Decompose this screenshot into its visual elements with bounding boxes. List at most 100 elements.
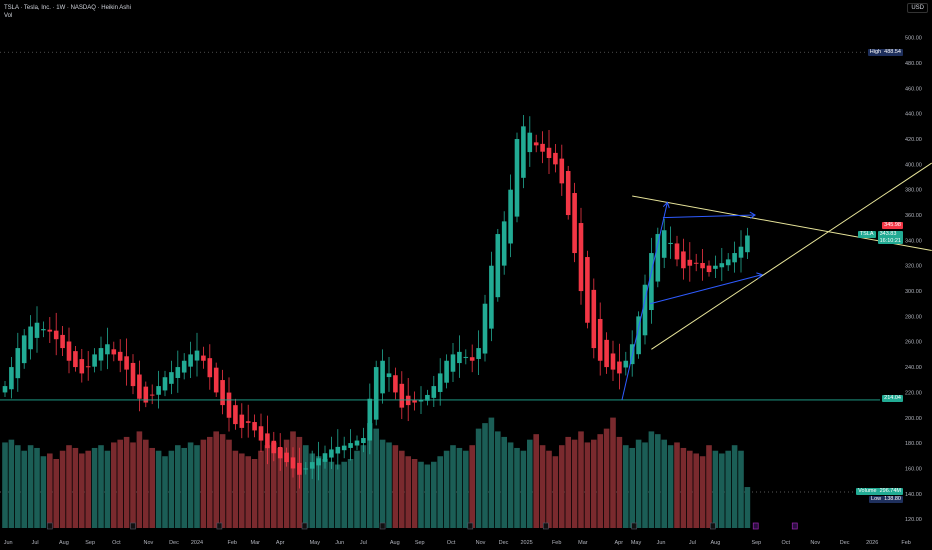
y-tick-label: 160.00 [905,466,922,472]
x-tick-label: Oct [112,540,121,546]
volume-bar [360,445,367,528]
volume-bar [271,442,277,528]
support-price-label: 214.04 [882,395,903,402]
volume-bar [559,445,565,528]
candle-up [169,372,174,384]
volume-bar [21,450,27,528]
candle-up [348,443,353,448]
candle-up [623,360,629,368]
volume-bar [648,431,655,528]
candle-down [226,392,232,418]
volume-bar [123,436,130,528]
volume-bar [399,450,405,528]
candle-down [124,356,129,370]
volume-bar [469,445,475,528]
candle-down [393,375,398,393]
candle-down [149,394,155,396]
low-label: Low 138.80 [869,496,903,503]
volume-bar [520,450,527,528]
volume-bar [642,442,648,528]
candle-up [745,235,750,253]
event-marker-icon [752,522,759,530]
arrowhead-icon [756,272,764,280]
volume-bar [706,445,712,528]
volume-bar [591,439,597,528]
x-tick-label: Sep [415,540,425,546]
y-tick-label: 300.00 [905,289,922,295]
candle-up [361,438,366,444]
volume-bar [571,439,578,528]
event-marker-icon [791,522,798,530]
candle-up [437,373,443,392]
y-tick-label: 420.00 [905,137,922,143]
volume-bar [290,431,296,528]
x-tick-label: Jul [360,540,367,546]
volume-bar [72,447,79,528]
triangle-lower-line [651,162,932,350]
candle-up [322,453,328,462]
ticker-label: TSLA [857,231,876,238]
candle-down [53,330,59,340]
volume-bar [149,447,155,528]
volume-bar [130,442,136,528]
y-tick-label: 500.00 [905,36,922,42]
candle-down [201,355,206,361]
volume-bar [85,450,91,528]
x-tick-label: Aug [59,540,69,546]
volume-bar [27,445,34,528]
volume-bar [719,453,725,528]
volume-bar [527,439,533,528]
volume-bar [610,417,616,528]
candle-up [380,360,385,394]
volume-bar [303,445,309,528]
volume-bar [47,453,53,528]
candle-down [111,349,117,355]
candle-up [642,284,648,336]
candle-down [265,433,270,449]
volume-bar [514,447,520,528]
volume-bar [738,450,744,528]
earnings-marker-icon [130,522,136,530]
volume-bar [392,445,399,528]
candle-down [533,142,539,146]
volume-bar [507,442,514,528]
candle-up [41,329,46,331]
volume-bar [450,445,456,528]
volume-bar [680,447,687,528]
volume-bar [578,431,584,528]
earnings-marker-icon [710,522,716,530]
arrowhead-icon [749,211,757,219]
volume-bar [213,431,219,528]
currency-button[interactable]: USD [907,3,928,13]
x-tick-label: Aug [390,540,400,546]
x-tick-label: Sep [85,540,95,546]
volume-bar [59,450,66,528]
candle-down [207,358,213,378]
volume-indicator-label[interactable]: Vol [4,13,13,19]
volume-bar [463,450,469,528]
volume-bar [219,434,226,528]
x-tick-label: 2026 [866,540,878,546]
volume-bar [194,445,200,528]
x-tick-label: Aug [711,540,721,546]
candle-down [617,361,622,374]
volume-bar [667,445,674,528]
volume-bar [744,487,751,528]
candle-up [354,440,360,446]
volume-bar [379,439,386,528]
volume-bar [207,436,213,528]
high-label: High 488.54 [867,49,903,56]
candle-up [316,458,321,466]
candle-down [687,259,693,266]
x-tick-label: 2025 [520,540,532,546]
volume-bar [143,439,149,528]
candle-up [309,462,315,469]
x-tick-label: Oct [447,540,456,546]
candle-up [725,259,731,266]
candle-up [527,132,533,153]
symbol-title[interactable]: TSLA · Tesla, Inc. · 1W · NASDAQ · Heiki… [4,5,131,11]
candle-down [578,223,584,292]
volume-bar [53,459,59,528]
volume-bar [674,442,680,528]
